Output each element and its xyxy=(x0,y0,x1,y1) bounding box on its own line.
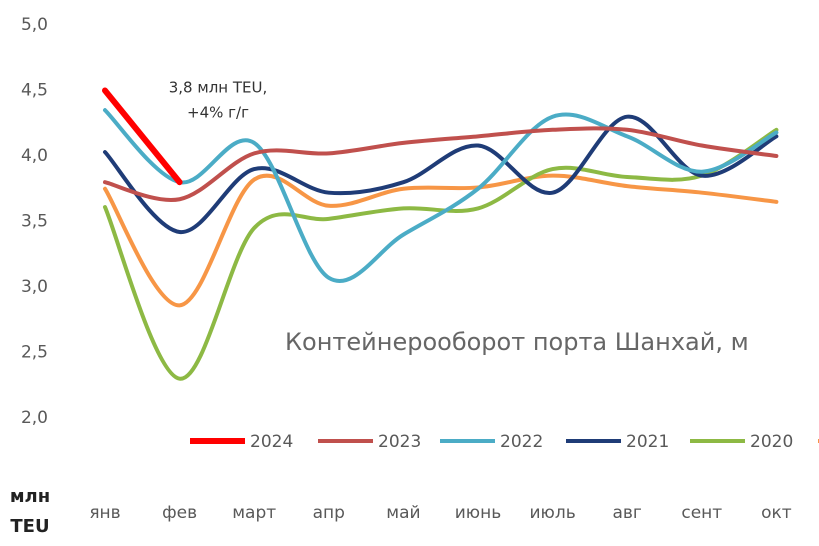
series-line xyxy=(103,127,779,381)
y-tick-label: 5,0 xyxy=(21,15,48,35)
y-tick-label: 3,0 xyxy=(21,277,48,297)
x-tick-label: янв xyxy=(89,503,120,523)
y-axis-label: млн xyxy=(10,486,50,507)
series-line xyxy=(103,108,779,283)
series-line xyxy=(103,114,779,234)
annotation: +4% г/г xyxy=(187,104,249,122)
annotation: 3,8 млн TEU, xyxy=(169,79,268,97)
chart-title: Контейнерооборот порта Шанхай, м xyxy=(285,328,749,356)
x-tick-label: сент xyxy=(681,503,722,523)
y-axis-label: TEU xyxy=(10,516,49,537)
legend-label: 2023 xyxy=(378,432,421,452)
x-tick-label: фев xyxy=(162,503,197,523)
x-tick-label: июль xyxy=(529,503,575,523)
y-tick-label: 4,0 xyxy=(21,146,48,166)
x-tick-label: апр xyxy=(313,503,345,523)
legend-label: 2024 xyxy=(250,432,293,452)
y-tick-label: 2,0 xyxy=(21,408,48,428)
series-line xyxy=(102,87,183,186)
legend-label: 2020 xyxy=(750,432,793,452)
legend-label: 2021 xyxy=(626,432,669,452)
legend-label: 2022 xyxy=(500,432,543,452)
y-tick-label: 2,5 xyxy=(21,343,48,363)
x-tick-label: март xyxy=(232,503,276,523)
y-tick-label: 4,5 xyxy=(21,81,48,101)
x-tick-label: июнь xyxy=(455,503,502,523)
x-tick-label: май xyxy=(386,503,420,523)
x-tick-label: окт xyxy=(761,503,792,523)
series-line xyxy=(103,173,779,308)
x-tick-label: авг xyxy=(613,503,642,523)
y-tick-label: 3,5 xyxy=(21,212,48,232)
series-line xyxy=(103,126,779,202)
